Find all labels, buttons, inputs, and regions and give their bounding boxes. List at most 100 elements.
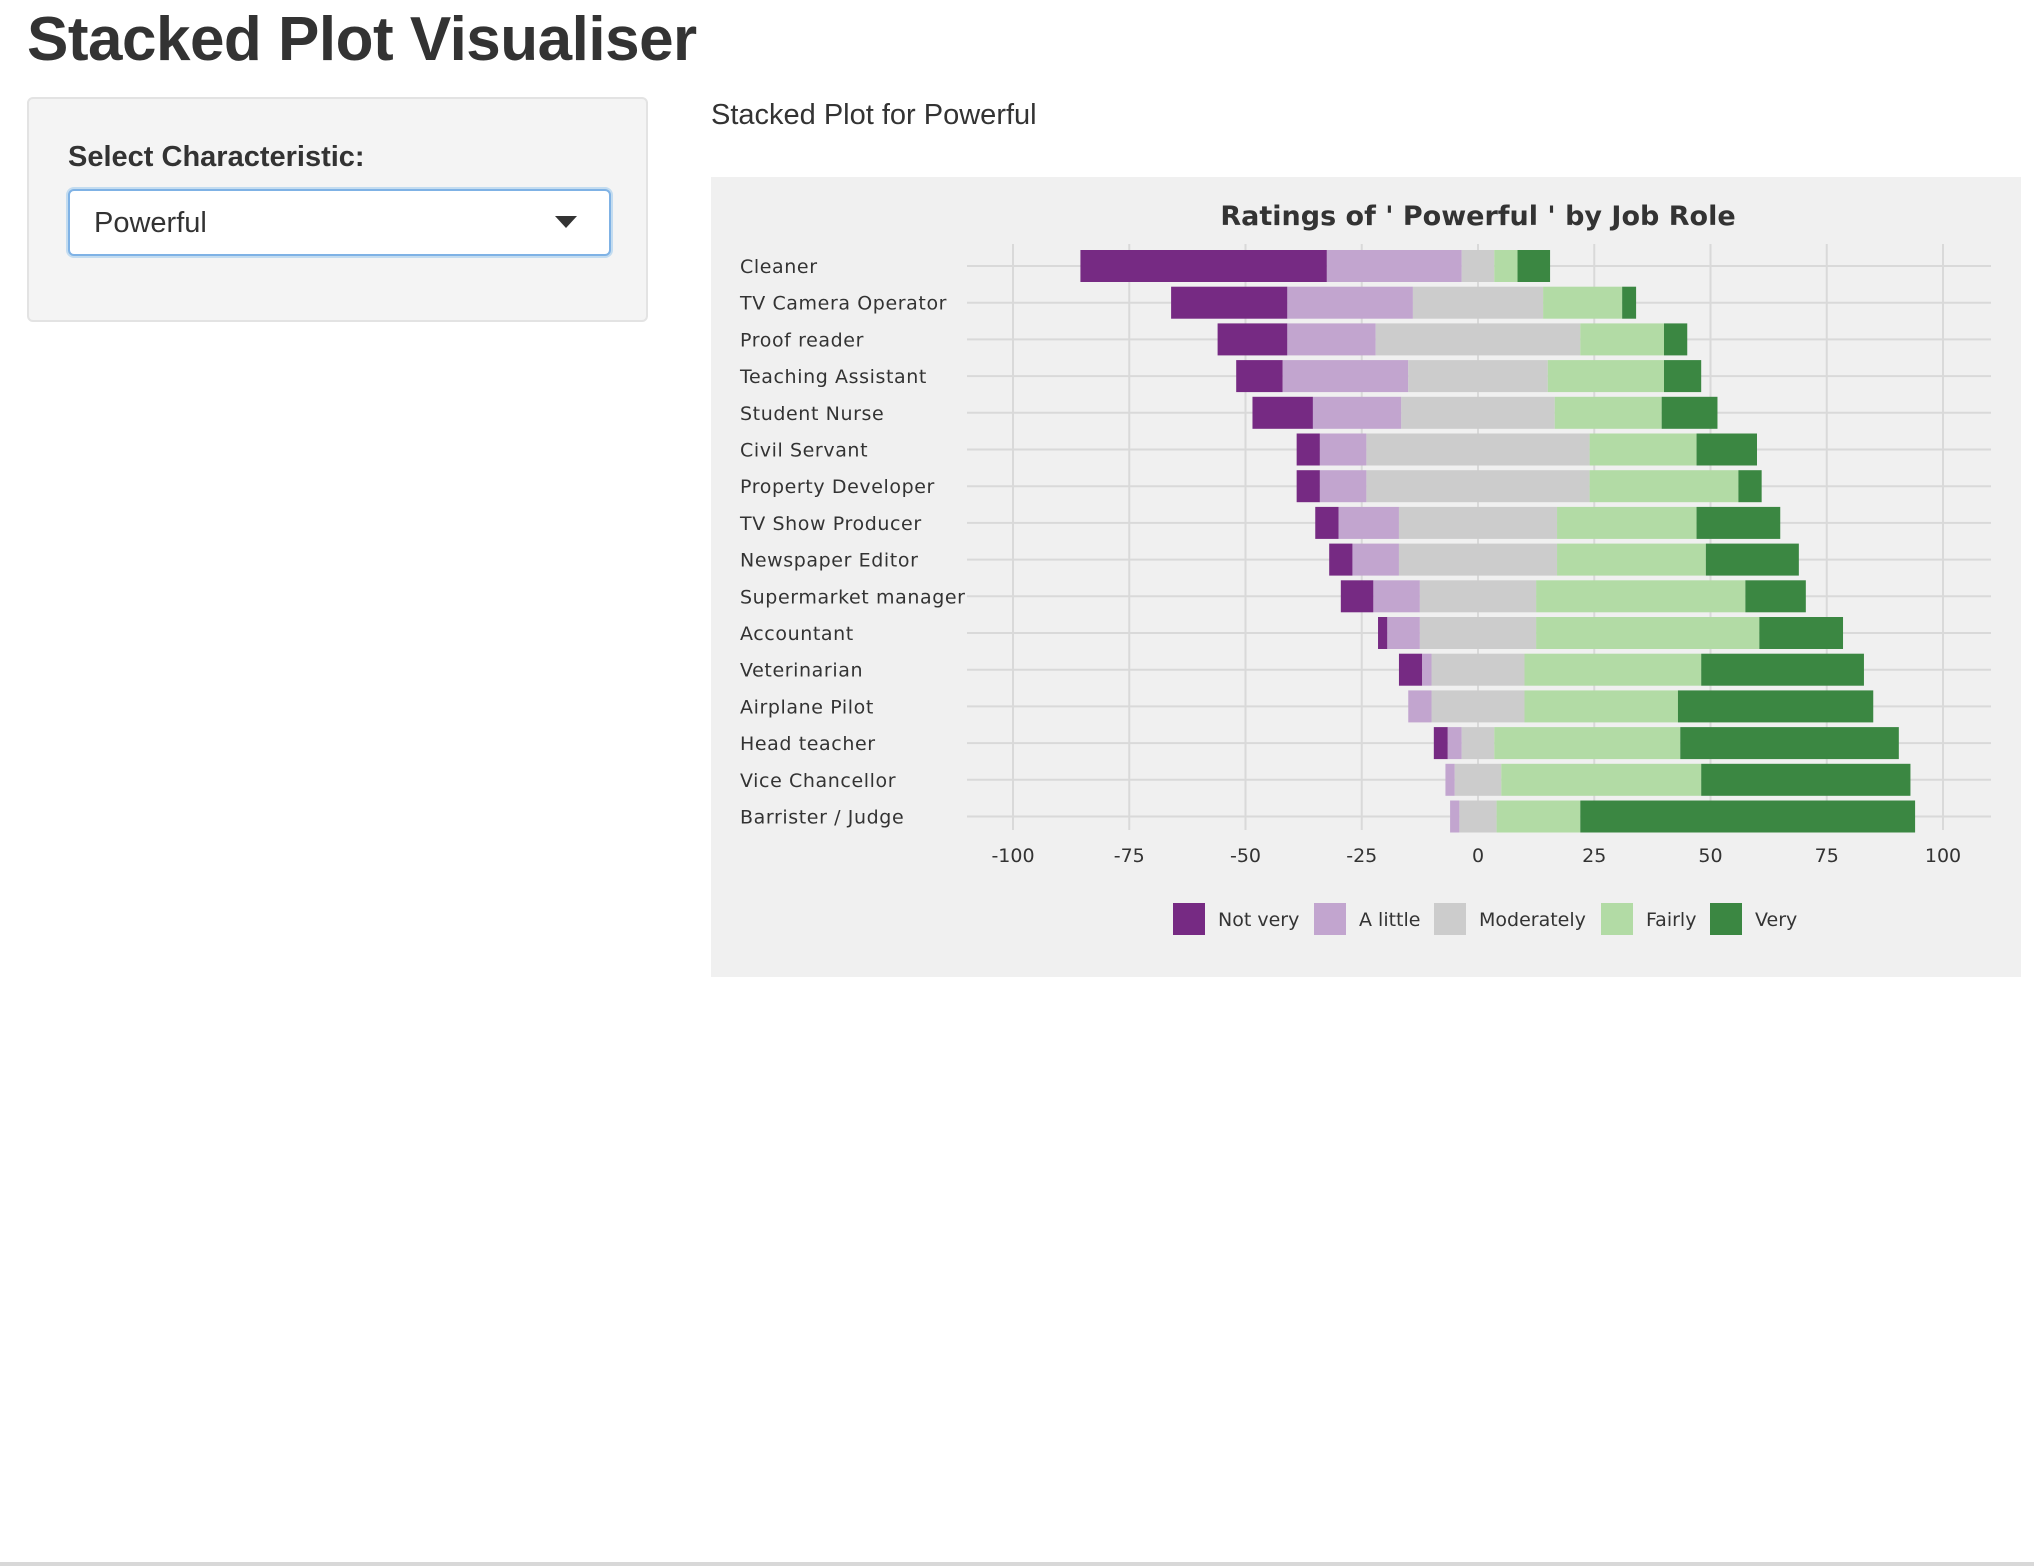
bar-a-little xyxy=(1287,286,1413,319)
legend-swatch xyxy=(1601,903,1633,935)
window-bottom-edge xyxy=(0,1562,2034,1566)
bar-fairly xyxy=(1589,470,1739,503)
bar-very xyxy=(1696,433,1757,466)
bar-not-very xyxy=(1217,323,1288,356)
bar-a-little xyxy=(1408,690,1432,723)
bar-moderately xyxy=(1398,506,1558,539)
bar-moderately xyxy=(1431,653,1525,686)
legend-label: Fairly xyxy=(1646,909,1696,931)
category-label: Property Developer xyxy=(740,476,935,498)
bar-not-very xyxy=(1296,470,1320,503)
category-label: Accountant xyxy=(740,623,854,645)
x-tick-label: -50 xyxy=(1230,845,1261,867)
bar-very xyxy=(1701,653,1864,686)
bar-a-little xyxy=(1319,470,1367,503)
chart-legend: Not very A little Moderately Fairly Very xyxy=(1173,903,1797,935)
select-characteristic-label: Select Characteristic: xyxy=(68,141,365,173)
legend-swatch xyxy=(1173,903,1205,935)
x-tick-label: -100 xyxy=(991,845,1034,867)
bar-very xyxy=(1517,250,1551,282)
category-label: TV Show Producer xyxy=(739,513,922,535)
bar-a-little xyxy=(1338,506,1399,539)
bar-not-very xyxy=(1236,360,1283,393)
bar-not-very xyxy=(1315,506,1339,539)
bar-fairly xyxy=(1557,506,1697,539)
bar-fairly xyxy=(1547,360,1664,393)
bar-very xyxy=(1622,286,1637,319)
bar-fairly xyxy=(1494,250,1518,282)
bar-moderately xyxy=(1454,763,1502,796)
characteristic-select-value: Powerful xyxy=(94,207,207,239)
x-tick-label: 75 xyxy=(1815,845,1839,867)
bar-not-very xyxy=(1329,543,1353,576)
bar-very xyxy=(1696,506,1781,539)
bar-very xyxy=(1738,470,1762,503)
bar-very xyxy=(1680,727,1899,760)
bar-very xyxy=(1664,360,1702,393)
chart-x-tick-labels: -100 -75 -50 -25 0 25 50 75 100 xyxy=(991,845,1961,867)
bar-a-little xyxy=(1326,250,1462,282)
bar-fairly xyxy=(1501,763,1702,796)
bar-moderately xyxy=(1412,286,1544,319)
sidebar-panel: Select Characteristic: Powerful xyxy=(27,97,648,322)
bar-fairly xyxy=(1580,323,1664,356)
category-label: Vice Chancellor xyxy=(740,770,896,792)
legend-swatch xyxy=(1710,903,1742,935)
bar-not-very xyxy=(1378,617,1388,649)
category-label: TV Camera Operator xyxy=(739,293,947,315)
category-label: Head teacher xyxy=(740,733,876,755)
bar-fairly xyxy=(1494,727,1681,760)
bar-not-very xyxy=(1340,580,1374,613)
category-label: Student Nurse xyxy=(740,403,884,425)
bar-fairly xyxy=(1589,433,1697,466)
bar-very xyxy=(1661,396,1718,429)
bar-moderately xyxy=(1461,727,1495,760)
x-tick-label: -75 xyxy=(1114,845,1145,867)
bar-moderately xyxy=(1366,433,1590,466)
bar-very xyxy=(1759,617,1844,649)
characteristic-select[interactable]: Powerful xyxy=(68,189,611,256)
bar-very xyxy=(1664,323,1688,356)
category-label: Supermarket manager xyxy=(740,586,966,608)
bar-fairly xyxy=(1536,580,1746,613)
stacked-bar-chart: Ratings of ' Powerful ' by Job Role Clea… xyxy=(739,201,1991,935)
x-tick-label: -25 xyxy=(1346,845,1377,867)
bar-moderately xyxy=(1461,250,1495,282)
bar-not-very xyxy=(1171,286,1288,319)
chart-bars xyxy=(1080,250,1916,833)
bar-very xyxy=(1745,580,1806,613)
category-label: Newspaper Editor xyxy=(740,550,918,572)
category-label: Airplane Pilot xyxy=(740,696,874,718)
bar-fairly xyxy=(1524,690,1678,723)
bar-a-little xyxy=(1352,543,1399,576)
bar-moderately xyxy=(1408,360,1548,393)
bar-not-very xyxy=(1252,396,1313,429)
bar-very xyxy=(1701,763,1911,796)
bar-a-little xyxy=(1450,800,1460,833)
category-label: Proof reader xyxy=(740,329,864,351)
x-tick-label: 0 xyxy=(1472,845,1484,867)
bar-moderately xyxy=(1419,617,1537,649)
bar-moderately xyxy=(1431,690,1525,723)
chevron-down-icon xyxy=(555,216,577,228)
bar-fairly xyxy=(1543,286,1623,319)
bar-moderately xyxy=(1366,470,1590,503)
category-label: Cleaner xyxy=(740,256,818,278)
legend-label: A little xyxy=(1359,909,1420,931)
bar-not-very xyxy=(1296,433,1320,466)
chart-title: Ratings of ' Powerful ' by Job Role xyxy=(1220,201,1735,232)
bar-a-little xyxy=(1319,433,1367,466)
bar-fairly xyxy=(1554,396,1662,429)
bar-fairly xyxy=(1557,543,1706,576)
x-tick-label: 100 xyxy=(1925,845,1961,867)
bar-very xyxy=(1705,543,1799,576)
bar-not-very xyxy=(1433,727,1448,760)
bar-a-little xyxy=(1312,396,1402,429)
legend-swatch xyxy=(1434,903,1466,935)
x-tick-label: 25 xyxy=(1582,845,1606,867)
bar-a-little xyxy=(1287,323,1376,356)
category-label: Civil Servant xyxy=(740,440,868,462)
bar-a-little xyxy=(1387,617,1420,649)
category-label: Teaching Assistant xyxy=(739,366,927,388)
